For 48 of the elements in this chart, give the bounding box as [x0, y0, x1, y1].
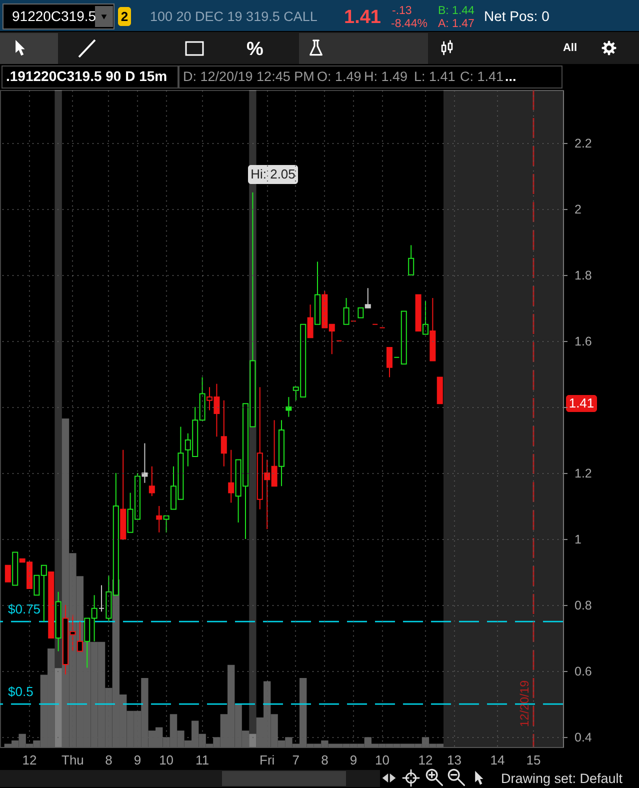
text: A: 1.47 — [438, 18, 474, 30]
text: All — [562, 42, 578, 54]
x-tick-label: 8 — [321, 752, 328, 768]
x-tick-label: 8 — [105, 752, 112, 768]
x-tick-label: Fri — [260, 752, 275, 768]
text: 1.41 — [344, 7, 382, 28]
text: .191220C319.5 90 D 15m — [6, 68, 168, 84]
text: % — [246, 39, 264, 60]
x-tick-label: 15 — [526, 752, 541, 768]
text: D: 12/20/19 12:45 PM — [183, 69, 314, 84]
text: -8.44% — [391, 18, 428, 30]
x-tick-label: 13 — [447, 752, 462, 768]
x-tick-label: 12 — [418, 752, 433, 768]
y-tick-label: 1.6 — [574, 334, 592, 348]
text: B: 1.44 — [438, 5, 476, 17]
y-tick-label: 0.6 — [574, 664, 592, 679]
text: L: 1.41 — [414, 69, 456, 84]
y-tick-label: 0.8 — [574, 598, 592, 613]
x-tick-label: 11 — [196, 752, 210, 768]
x-tick-label: Thu — [62, 752, 84, 768]
text: C: 1.41 — [460, 69, 504, 84]
annotation: 12/20/19 — [517, 680, 532, 727]
y-tick-label: 1 — [574, 532, 582, 547]
annotation: Hi: 2.05 — [250, 166, 296, 182]
text: 2 — [120, 9, 128, 24]
text: O: 1.49 — [317, 69, 362, 84]
text: 1.41 — [568, 396, 594, 410]
text: Drawing set: Default — [501, 771, 623, 786]
x-tick-label: 9 — [134, 752, 142, 768]
text: -.13 — [392, 5, 412, 17]
y-tick-label: 1.2 — [574, 466, 592, 480]
text: Net Pos: 0 — [484, 8, 550, 24]
ref-line-label: $0.5 — [8, 684, 34, 700]
x-tick-label: 9 — [350, 752, 358, 768]
x-tick-label: 14 — [490, 752, 505, 768]
x-tick-label: 7 — [292, 752, 300, 768]
y-tick-label: 0.4 — [574, 730, 592, 745]
y-tick-label: 2.2 — [574, 136, 592, 150]
text: 91220C319.5 — [12, 8, 96, 24]
y-tick-label: 1.8 — [574, 268, 592, 282]
ref-line-label: $0.75 — [8, 602, 41, 617]
x-tick-label: 10 — [375, 752, 390, 768]
y-tick-label: 2 — [574, 202, 582, 216]
x-tick-label: 12 — [22, 752, 37, 768]
text: 100 20 DEC 19 319.5 CALL — [150, 9, 318, 24]
x-tick-label: 10 — [159, 752, 174, 768]
text: ... — [505, 69, 516, 84]
text: H: 1.49 — [364, 69, 408, 84]
